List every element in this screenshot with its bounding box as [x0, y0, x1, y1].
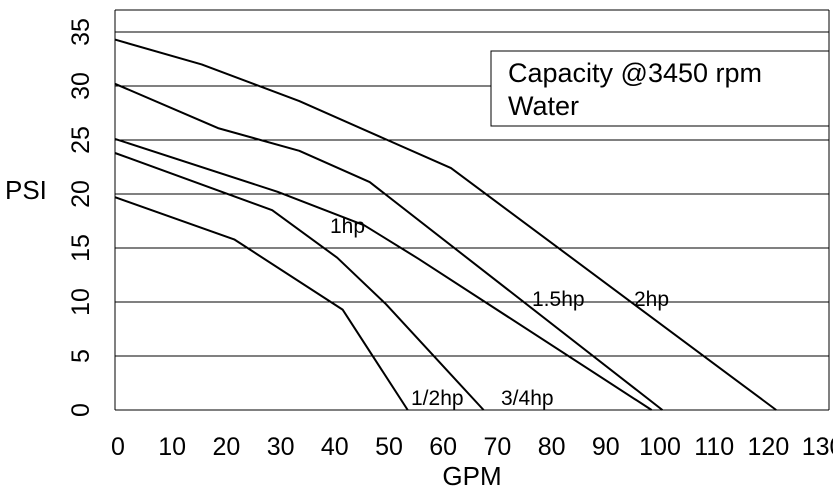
x-tick-label: 10 — [158, 433, 186, 461]
x-tick-label: 130 — [802, 433, 833, 461]
y-tick-label: 0 — [67, 403, 95, 417]
x-tick-label: 80 — [538, 433, 566, 461]
legend-box-frame — [490, 50, 830, 127]
y-tick-label: 25 — [67, 126, 95, 154]
series-label-3-4hp: 3/4hp — [501, 387, 554, 410]
x-tick-label: 90 — [592, 433, 620, 461]
series-line-3-4hp — [114, 152, 485, 411]
legend-box: Capacity @3450 rpm Water — [490, 50, 830, 127]
x-tick-label: 50 — [375, 433, 403, 461]
legend-box-line1: Capacity @3450 rpm — [508, 58, 762, 88]
series-labels: 1/2hp 3/4hp 1hp 1.5hp 2hp — [330, 215, 669, 410]
x-tick-label: 60 — [429, 433, 457, 461]
x-tick-label: 20 — [212, 433, 240, 461]
x-tick-label: 40 — [321, 433, 349, 461]
x-tick-label: 120 — [748, 433, 790, 461]
x-tick-label: 110 — [694, 433, 734, 461]
y-tick-label: 20 — [67, 180, 95, 208]
x-tick-labels: 0 10 20 30 40 50 60 70 80 90 100 110 120 130 — [111, 433, 833, 461]
series-label-2hp: 2hp — [634, 288, 669, 311]
y-tick-label: 15 — [67, 234, 95, 262]
series-line-1-2hp — [114, 196, 409, 411]
series-line-1hp — [114, 137, 653, 411]
legend-box-line2: Water — [508, 91, 579, 121]
series-line-2hp — [114, 38, 777, 411]
series-label-1hp: 1hp — [330, 215, 365, 238]
x-tick-label: 0 — [111, 433, 125, 461]
series-label-1-5hp: 1.5hp — [532, 288, 585, 311]
y-tick-label: 5 — [67, 349, 95, 363]
series-line-1-5hp — [114, 82, 664, 411]
y-tick-label: 35 — [67, 18, 95, 46]
x-tick-label: 30 — [267, 433, 295, 461]
y-tick-label: 30 — [67, 72, 95, 100]
series-label-1-2hp: 1/2hp — [411, 387, 464, 410]
x-axis-title: GPM — [442, 461, 501, 490]
x-tick-label: 70 — [483, 433, 511, 461]
series-lines — [114, 38, 777, 411]
y-tick-labels: 0 5 10 15 20 25 30 35 — [67, 18, 95, 417]
y-tick-label: 10 — [67, 288, 95, 316]
x-tick-label: 100 — [639, 433, 681, 461]
y-axis-title: PSI — [5, 175, 47, 205]
